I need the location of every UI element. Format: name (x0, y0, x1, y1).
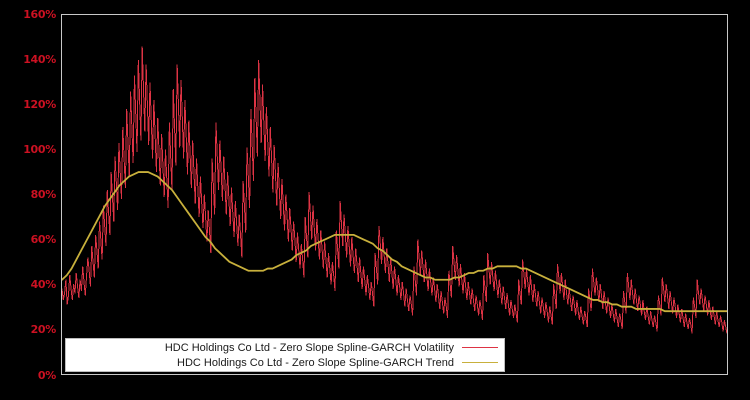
legend-entry-volatility: HDC Holdings Co Ltd - Zero Slope Spline-… (66, 340, 498, 355)
trend-series-path (62, 171, 727, 313)
y-tick-label: 160% (23, 7, 56, 21)
plot-area (61, 14, 728, 375)
y-axis: 0% 20% 40% 60% 80% 100% 120% 140% 160% (0, 0, 56, 400)
y-tick-label: 20% (30, 323, 57, 337)
y-tick-label: 140% (23, 52, 56, 66)
y-tick-label: 60% (30, 233, 57, 247)
series-layer (62, 46, 727, 334)
volatility-series-path (62, 46, 727, 334)
legend-label-trend: HDC Holdings Co Ltd - Zero Slope Spline-… (177, 356, 454, 369)
y-tick-label: 0% (37, 368, 56, 382)
legend-swatch-trend (462, 362, 498, 363)
legend-label-volatility: HDC Holdings Co Ltd - Zero Slope Spline-… (164, 341, 454, 354)
legend-swatch-volatility (462, 347, 498, 348)
y-tick-label: 40% (30, 278, 57, 292)
y-tick-label: 80% (30, 188, 57, 201)
legend-entry-trend: HDC Holdings Co Ltd - Zero Slope Spline-… (66, 355, 498, 370)
y-tick-label: 100% (23, 142, 56, 156)
y-tick-label: 120% (23, 97, 56, 111)
legend: HDC Holdings Co Ltd - Zero Slope Spline-… (65, 338, 505, 372)
